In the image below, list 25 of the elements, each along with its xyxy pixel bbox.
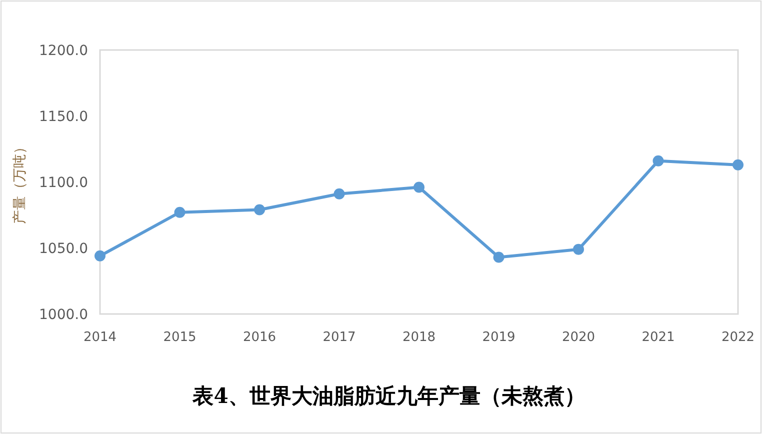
- y-axis-title: 产量（万吨）: [12, 140, 28, 224]
- y-tick-label: 1200.0: [39, 43, 88, 59]
- x-tick-label: 2016: [242, 330, 276, 345]
- y-tick-label: 1100.0: [39, 175, 88, 191]
- point: [334, 188, 345, 200]
- x-tick-label: 2021: [642, 330, 675, 345]
- x-tick-label: 2015: [163, 330, 196, 345]
- point: [573, 244, 584, 255]
- y-tick-label: 1050.0: [39, 241, 88, 257]
- x-tick-label: 2020: [562, 330, 596, 345]
- x-tick-label: 2017: [322, 330, 356, 345]
- point: [254, 204, 265, 216]
- point: [174, 206, 186, 218]
- x-tick-label: 2019: [482, 330, 516, 345]
- point: [652, 155, 664, 166]
- point: [493, 252, 504, 263]
- x-tick-label: 2022: [721, 330, 755, 345]
- x-tick-label: 2018: [402, 330, 436, 345]
- y-tick-label: 1000.0: [39, 307, 88, 323]
- point: [94, 250, 106, 262]
- point: [414, 182, 424, 193]
- text: 表4、世界大油脂肪近九年产量（未熬煮）: [192, 383, 586, 408]
- x-tick-label: 2014: [83, 330, 117, 345]
- point: [732, 159, 744, 170]
- y-tick-label: 1150.0: [39, 109, 88, 125]
